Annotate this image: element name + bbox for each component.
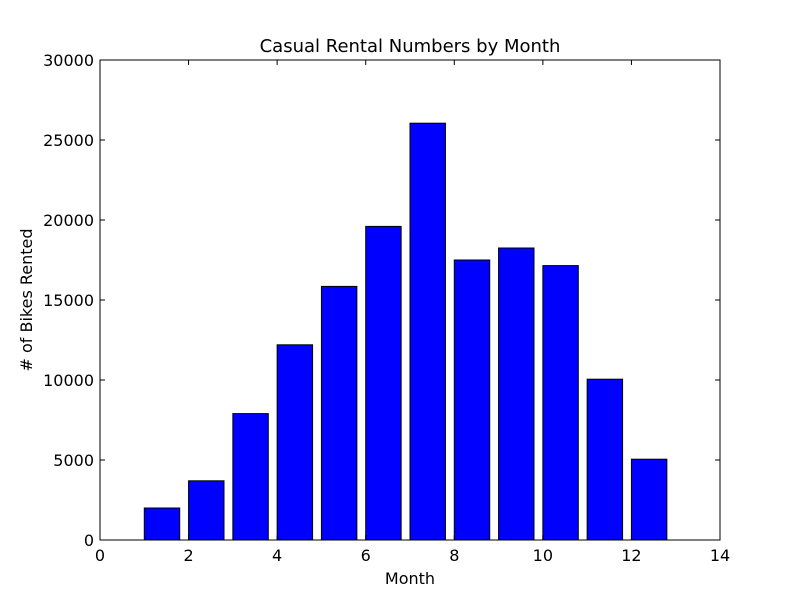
y-tick-label: 30000 — [43, 51, 94, 70]
x-axis-label: Month — [385, 569, 435, 588]
bar-month-5 — [320, 285, 358, 541]
x-tick-label: 6 — [361, 546, 371, 565]
bars-layer — [143, 122, 668, 541]
y-tick-label: 20000 — [43, 211, 94, 230]
ticks-layer: 0 2 4 6 8 10 12 14 0 5000 10000 15000 20000 25000 3000… — [43, 51, 730, 565]
x-tick-label: 0 — [95, 546, 105, 565]
x-tick-label: 2 — [183, 546, 193, 565]
y-tick-label: 15000 — [43, 291, 94, 310]
x-tick-label: 12 — [621, 546, 641, 565]
bar-month-3 — [232, 413, 269, 541]
bar-month-12 — [630, 458, 668, 541]
x-tick-label: 8 — [449, 546, 459, 565]
bar-month-1 — [143, 507, 181, 541]
x-tick-label: 10 — [533, 546, 553, 565]
y-tick-label: 5000 — [53, 451, 94, 470]
bar-month-2 — [188, 480, 225, 541]
bar-month-6 — [365, 225, 402, 541]
y-tick-label: 0 — [84, 531, 94, 550]
x-tick-label: 14 — [710, 546, 730, 565]
bar-month-10 — [542, 265, 579, 541]
y-tick-label: 25000 — [43, 131, 94, 150]
y-axis-label: # of Bikes Rented — [17, 228, 36, 371]
bar-month-11 — [586, 378, 624, 541]
bar-month-8 — [453, 259, 491, 541]
plot-frame — [99, 59, 721, 541]
bar-month-4 — [276, 344, 314, 541]
y-tick-label: 10000 — [43, 371, 94, 390]
x-tick-label: 4 — [272, 546, 282, 565]
bar-month-7 — [409, 122, 446, 541]
bar-month-9 — [498, 247, 535, 541]
chart-title: Casual Rental Numbers by Month — [260, 36, 561, 57]
